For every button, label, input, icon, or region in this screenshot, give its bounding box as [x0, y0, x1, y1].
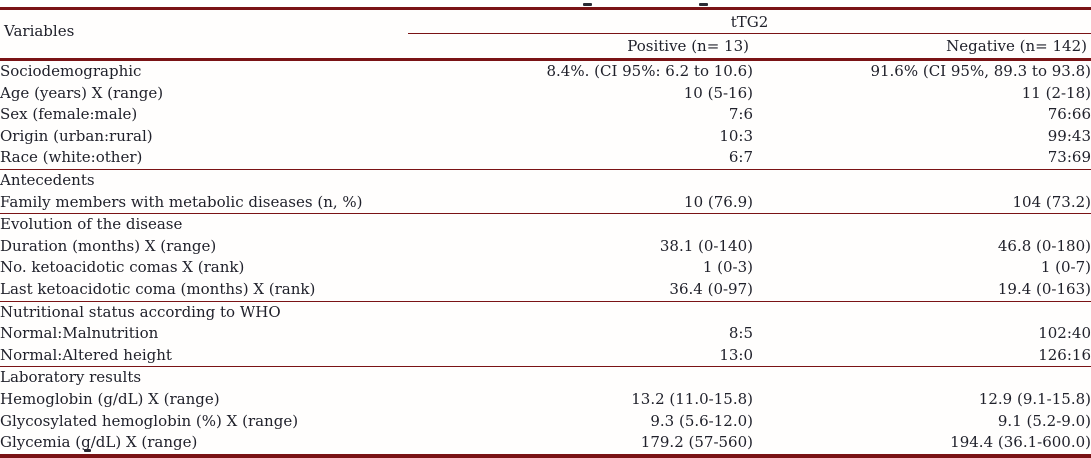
positive-value: 13:0: [719, 345, 753, 364]
table-row: No. ketoacidotic comas X (rank) 1 (0-3) …: [0, 257, 1091, 279]
positive-value: 38.1 (0-140): [659, 236, 753, 255]
row-label: Antecedents: [0, 170, 95, 189]
section-nutritional-status: Nutritional status according to WHO Norm…: [0, 301, 1091, 367]
group-header-row: Variables tTG2: [0, 8, 1091, 40]
negative-value: [753, 367, 1091, 389]
negative-value: 126:16: [1038, 345, 1091, 364]
positive-value: 1 (0-3): [702, 258, 753, 277]
positive-value: 179.2 (57-560): [640, 433, 753, 452]
negative-value: [753, 169, 1091, 191]
positive-value: 8.4%. (CI 95%: 6.2 to 10.6): [546, 62, 753, 80]
row-label: Glycosylated hemoglobin (%) X (range): [0, 411, 299, 430]
section-antecedents: Antecedents Family members with metaboli…: [0, 169, 1091, 214]
row-label: Sociodemographic: [0, 62, 142, 80]
caption-clip-strip: [0, 0, 1091, 7]
negative-value: 11 (2-18): [1021, 83, 1091, 102]
table-row: Duration (months) X (range) 38.1 (0-140)…: [0, 236, 1091, 258]
negative-value: 73:69: [1047, 148, 1091, 167]
footnote-fragment: [84, 449, 91, 452]
section-sociodemographic: Sociodemographic 8.4%. (CI 95%: 6.2 to 1…: [0, 60, 1091, 170]
table-row: Glycemia (g/dL) X (range) 179.2 (57-560)…: [0, 432, 1091, 456]
ttg2-comparison-table: Variables tTG2 Positive (n= 13) Negative…: [0, 7, 1091, 458]
row-label: Evolution of the disease: [0, 215, 183, 234]
table-header: Variables tTG2 Positive (n= 13) Negative…: [0, 8, 1091, 60]
positive-value: 9.3 (5.6-12.0): [650, 411, 753, 430]
positive-value: 10 (5-16): [683, 83, 753, 102]
table-row: Race (white:other) 6:7 73:69: [0, 147, 1091, 169]
table-row: Normal:Altered height 13:0 126:16: [0, 345, 1091, 367]
positive-value: [408, 367, 753, 389]
row-label: Nutritional status according to WHO: [0, 302, 281, 321]
table-row: Hemoglobin (g/dL) X (range) 13.2 (11.0-1…: [0, 389, 1091, 411]
negative-value: 104 (73.2): [1012, 192, 1091, 211]
row-label: Laboratory results: [0, 368, 142, 387]
negative-value: 102:40: [1038, 324, 1091, 343]
positive-value: 6:7: [728, 148, 753, 167]
negative-value: 19.4 (0-163): [997, 279, 1091, 298]
table-row: Normal:Malnutrition 8:5 102:40: [0, 323, 1091, 345]
negative-value: 1 (0-7): [1040, 258, 1091, 277]
row-label: Glycemia (g/dL) X (range): [0, 433, 198, 452]
table-row: Last ketoacidotic coma (months) X (rank)…: [0, 279, 1091, 301]
negative-value: 194.4 (36.1-600.0): [950, 433, 1091, 452]
variables-header: Variables: [4, 22, 75, 40]
positive-value: 13.2 (11.0-15.8): [631, 389, 753, 408]
row-label: Origin (urban:rural): [0, 126, 153, 145]
positive-value: [408, 301, 753, 323]
row-label: Normal:Malnutrition: [0, 324, 159, 343]
table-row: Evolution of the disease: [0, 214, 1091, 236]
positive-value: [408, 214, 753, 236]
negative-value: [753, 214, 1091, 236]
table-row: Laboratory results: [0, 367, 1091, 389]
table-row: Antecedents: [0, 169, 1091, 191]
table-row: Origin (urban:rural) 10:3 99:43: [0, 126, 1091, 148]
subheader-row: Positive (n= 13) Negative (n= 142): [0, 34, 1091, 60]
column-header-positive: Positive (n= 13): [627, 37, 749, 55]
row-label: No. ketoacidotic comas X (rank): [0, 258, 245, 277]
row-label: Family members with metabolic diseases (…: [0, 192, 363, 211]
negative-value: 9.1 (5.2-9.0): [997, 411, 1091, 430]
table-row: Age (years) X (range) 10 (5-16) 11 (2-18…: [0, 83, 1091, 105]
positive-value: [408, 169, 753, 191]
negative-value: 76:66: [1047, 105, 1091, 124]
row-label: Normal:Altered height: [0, 345, 172, 364]
negative-value: 12.9 (9.1-15.8): [978, 389, 1091, 408]
table-row: Sociodemographic 8.4%. (CI 95%: 6.2 to 1…: [0, 60, 1091, 83]
positive-value: 10 (76.9): [684, 192, 753, 211]
table-row: Family members with metabolic diseases (…: [0, 192, 1091, 214]
row-label: Sex (female:male): [0, 105, 138, 124]
positive-value: 10:3: [719, 126, 753, 145]
table-row: Sex (female:male) 7:6 76:66: [0, 104, 1091, 126]
row-label: Hemoglobin (g/dL) X (range): [0, 389, 220, 408]
row-label: Duration (months) X (range): [0, 236, 217, 255]
negative-value: [753, 301, 1091, 323]
section-laboratory-results: Laboratory results Hemoglobin (g/dL) X (…: [0, 367, 1091, 456]
row-label: Last ketoacidotic coma (months) X (rank): [0, 279, 316, 298]
table-row: Glycosylated hemoglobin (%) X (range) 9.…: [0, 411, 1091, 433]
positive-value: 7:6: [728, 105, 753, 124]
row-label: Race (white:other): [0, 148, 143, 167]
caption-descender-fragment: [583, 3, 592, 6]
negative-value: 99:43: [1047, 126, 1091, 145]
positive-value: 36.4 (0-97): [669, 279, 753, 298]
positive-value: 8:5: [728, 324, 753, 343]
caption-descender-fragment: [699, 3, 708, 6]
row-label: Age (years) X (range): [0, 83, 164, 102]
table-row: Nutritional status according to WHO: [0, 301, 1091, 323]
negative-value: 46.8 (0-180): [997, 236, 1091, 255]
column-header-negative: Negative (n= 142): [946, 37, 1087, 55]
section-evolution: Evolution of the disease Duration (month…: [0, 214, 1091, 302]
negative-value: 91.6% (CI 95%, 89.3 to 93.8): [870, 62, 1091, 80]
group-header-ttg2: tTG2: [408, 8, 1091, 34]
